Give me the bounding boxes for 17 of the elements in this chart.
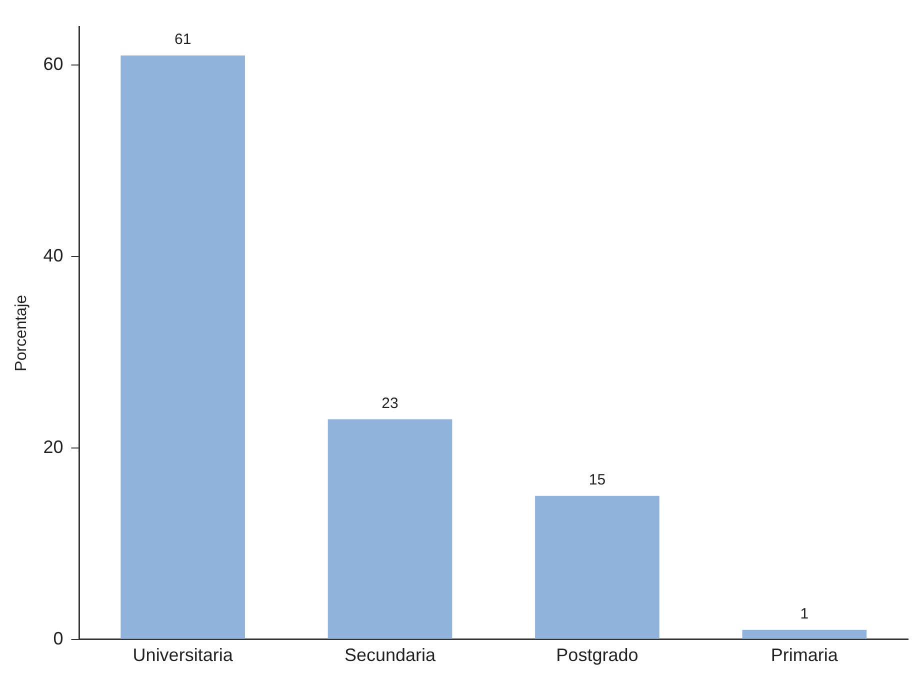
x-tick-label: Postgrado — [556, 645, 638, 666]
data-label: 61 — [174, 31, 192, 48]
bar — [120, 56, 245, 639]
data-label: 23 — [382, 394, 398, 412]
x-tick-label: Universitaria — [132, 645, 234, 666]
x-tick-label: Secundaria — [344, 645, 437, 666]
y-tick-label: 20 — [43, 436, 64, 457]
bar — [328, 419, 452, 639]
y-tick-label: 0 — [53, 628, 64, 648]
y-tick-label: 60 — [43, 54, 64, 74]
bar — [535, 496, 660, 639]
x-tick-label: Primaria — [770, 645, 839, 666]
y-axis-title: Porcentaje — [13, 294, 30, 372]
y-tick-label: 40 — [43, 245, 64, 266]
bar — [742, 630, 867, 639]
data-label: 15 — [588, 471, 606, 488]
data-label: 1 — [800, 605, 809, 622]
